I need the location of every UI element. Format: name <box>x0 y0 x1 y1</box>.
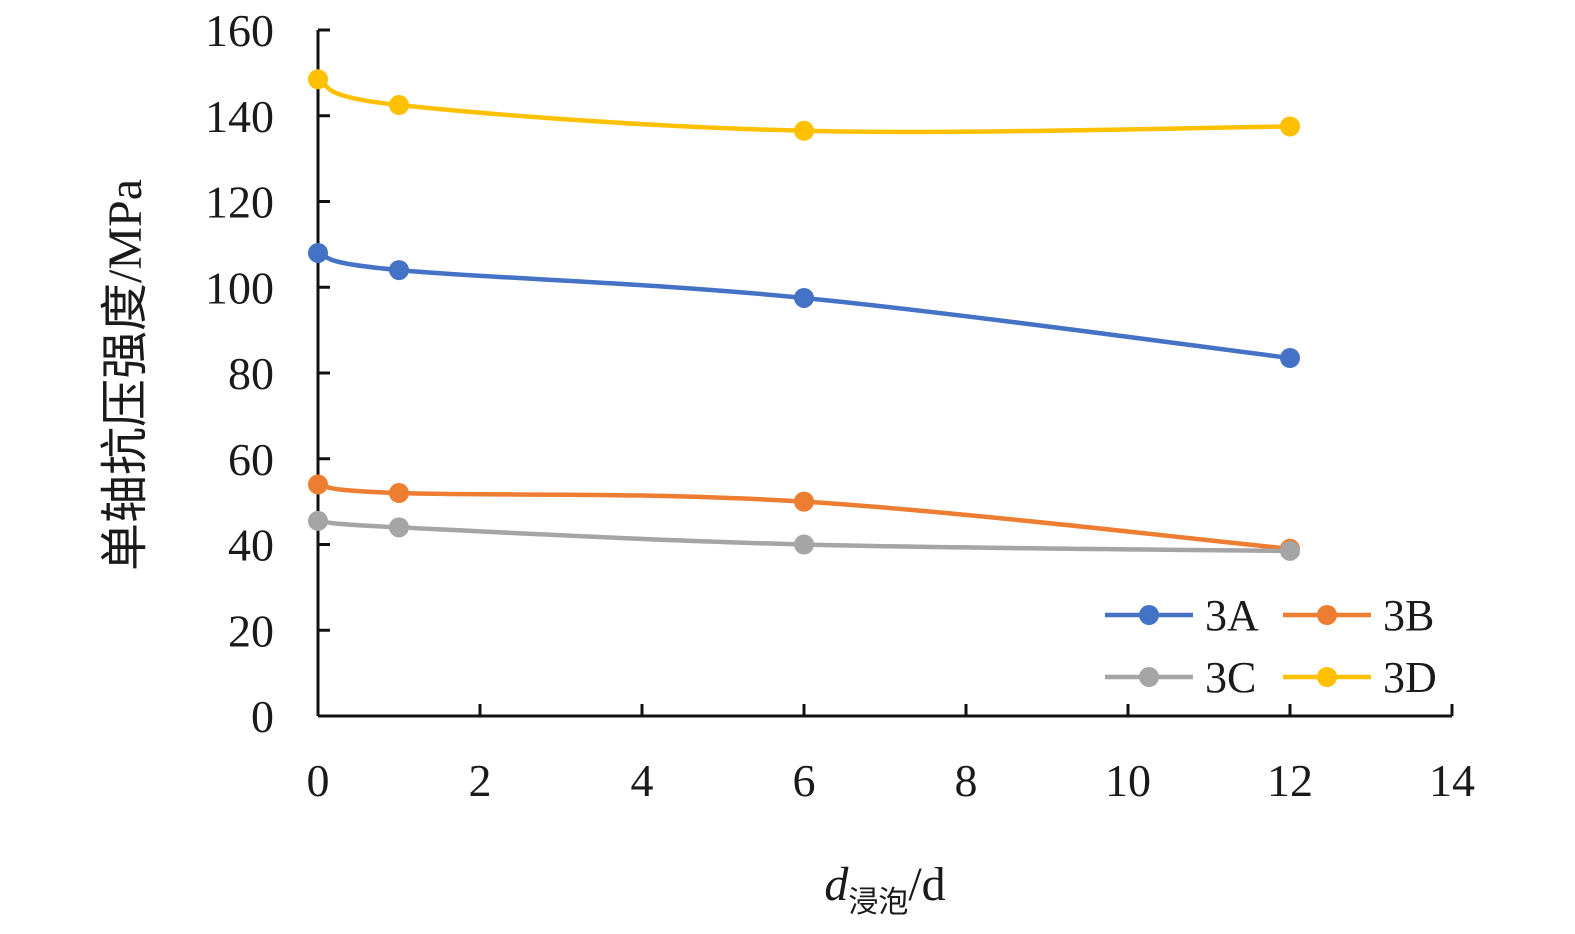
y-tick-label: 20 <box>228 605 274 656</box>
x-tick-label: 0 <box>307 755 330 806</box>
legend-item: 3A <box>1105 591 1259 640</box>
x-axis-title: d浸泡/d <box>824 858 945 919</box>
x-tick-label: 10 <box>1105 755 1151 806</box>
legend-label: 3C <box>1205 653 1256 702</box>
x-tick-label: 8 <box>955 755 978 806</box>
x-tick-label: 14 <box>1429 755 1475 806</box>
legend-item: 3C <box>1105 653 1256 702</box>
data-point <box>389 483 409 504</box>
data-point <box>308 510 328 531</box>
x-tick-label: 4 <box>631 755 654 806</box>
y-tick-label: 160 <box>205 5 274 56</box>
legend-swatch-marker <box>1139 605 1159 625</box>
data-point <box>794 491 814 512</box>
legend-label: 3A <box>1205 591 1259 640</box>
data-point <box>794 287 814 308</box>
series-line <box>317 482 1291 552</box>
legend-label: 3B <box>1383 591 1434 640</box>
data-point <box>389 95 409 116</box>
y-tick-label: 100 <box>205 262 274 313</box>
y-tick-label: 120 <box>205 177 274 228</box>
series-line <box>317 77 1291 135</box>
x-tick-label: 12 <box>1267 755 1313 806</box>
y-tick-label: 40 <box>228 520 274 571</box>
x-axis-title-sub: 浸泡 <box>848 886 908 919</box>
legend: 3A 3B 3C 3D <box>1105 591 1437 702</box>
legend-swatch-marker <box>1139 667 1159 687</box>
legend-label: 3D <box>1383 653 1437 702</box>
series-line <box>317 518 1291 554</box>
x-axis-title-main: d <box>824 858 849 911</box>
series-group <box>308 69 1300 561</box>
y-tick-label: 0 <box>251 691 274 742</box>
data-point <box>308 242 328 263</box>
y-tick-label: 140 <box>205 91 274 142</box>
x-axis-title-unit: /d <box>908 858 945 911</box>
data-point <box>1280 116 1300 137</box>
series-3D <box>308 69 1300 141</box>
legend-swatch-marker <box>1317 667 1337 687</box>
data-point <box>1280 347 1300 368</box>
data-point <box>1280 540 1300 561</box>
data-point <box>389 260 409 281</box>
legend-item: 3B <box>1283 591 1434 640</box>
axes <box>316 28 1454 718</box>
x-tick-label: 6 <box>793 755 816 806</box>
data-point <box>794 120 814 141</box>
y-tick-label: 80 <box>228 348 274 399</box>
data-point <box>308 69 328 90</box>
data-point <box>308 474 328 495</box>
legend-item: 3D <box>1283 653 1437 702</box>
series-3A <box>308 242 1300 368</box>
legend-swatch-marker <box>1317 605 1337 625</box>
data-point <box>389 517 409 538</box>
data-point <box>794 534 814 555</box>
x-tick-label: 2 <box>469 755 492 806</box>
y-axis-title: 单轴抗压强度/MPa <box>99 179 152 571</box>
series-3C <box>308 510 1300 561</box>
x-tick-labels: 0 2 4 6 8 10 12 14 <box>307 755 1476 806</box>
y-tick-label: 60 <box>228 434 274 485</box>
series-line <box>317 250 1291 361</box>
y-tick-labels: 0 20 40 60 80 100 120 140 160 <box>205 5 274 742</box>
